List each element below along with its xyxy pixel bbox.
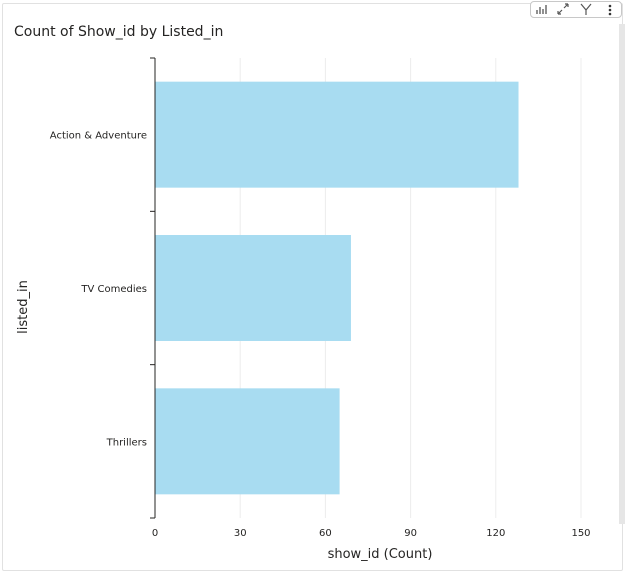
x-tick-labels: 0 30 60 90 120 150 xyxy=(152,528,591,539)
bar[interactable] xyxy=(155,235,351,341)
x-tick-label: 120 xyxy=(486,528,505,539)
visual-header-toolbar xyxy=(530,1,622,18)
y-tick-label: Thrillers xyxy=(106,437,147,448)
bars xyxy=(155,81,519,495)
bar[interactable] xyxy=(155,81,519,188)
y-axis-title: listed_in xyxy=(16,280,31,334)
x-tick-label: 0 xyxy=(152,528,158,539)
more-options-icon[interactable] xyxy=(605,2,615,16)
x-tick-label: 30 xyxy=(234,528,247,539)
y-tick-label: TV Comedies xyxy=(80,284,147,295)
x-tick-label: 150 xyxy=(571,528,590,539)
chart-title: Count of Show_id by Listed_in xyxy=(14,24,224,40)
bar[interactable] xyxy=(155,388,340,495)
vertical-scrollbar[interactable] xyxy=(619,24,625,524)
x-tick-label: 60 xyxy=(319,528,332,539)
y-tick-label: Action & Adventure xyxy=(50,131,147,142)
pin-visual-icon[interactable] xyxy=(535,2,549,16)
focus-mode-icon[interactable] xyxy=(556,2,570,16)
filter-icon[interactable] xyxy=(579,2,593,16)
x-tick-label: 90 xyxy=(404,528,417,539)
y-tick-labels: Action & Adventure TV Comedies Thrillers xyxy=(50,57,155,519)
x-axis-title: show_id (Count) xyxy=(328,547,433,562)
